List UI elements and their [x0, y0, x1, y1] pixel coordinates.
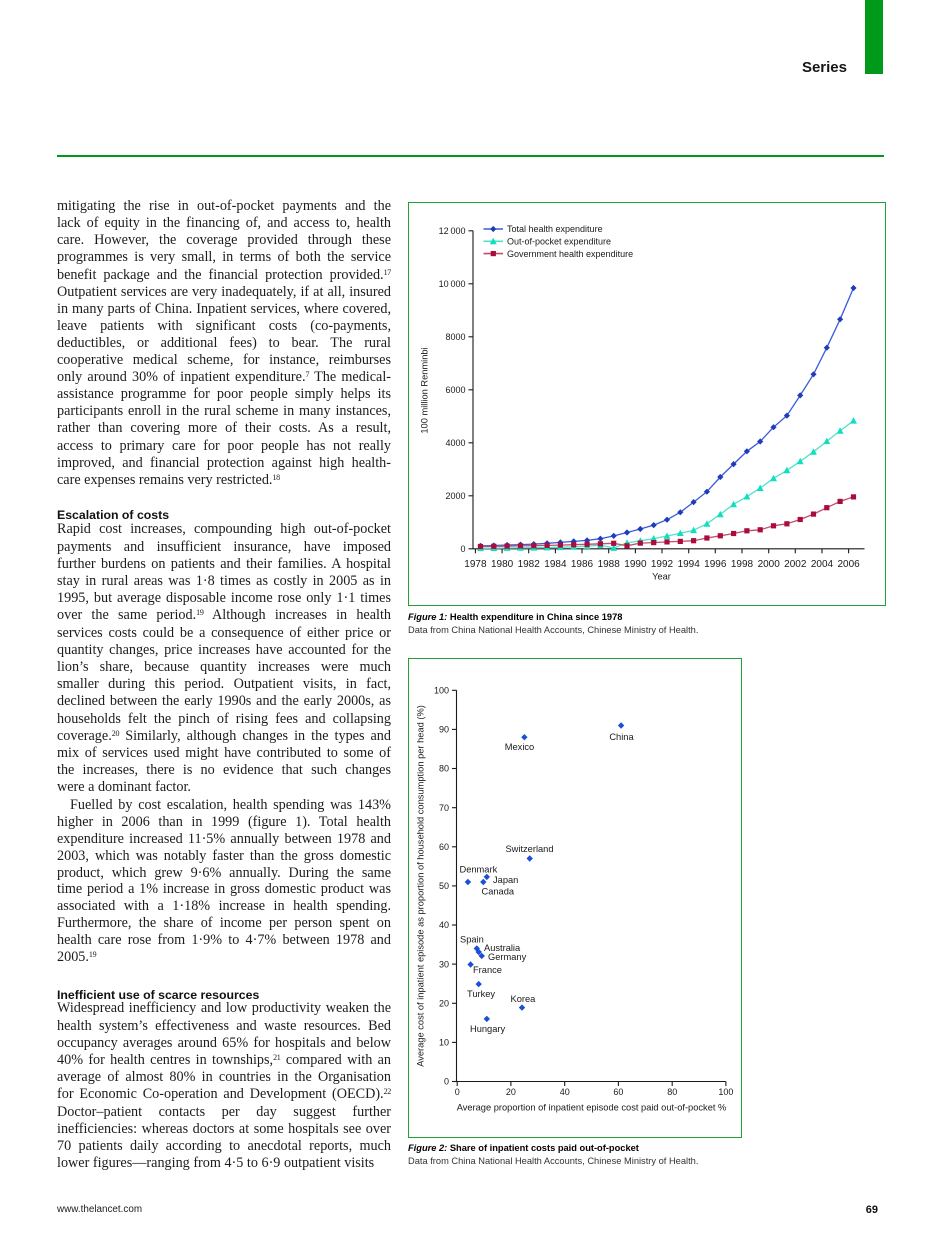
svg-text:4000: 4000 [445, 438, 465, 448]
svg-text:Mexico: Mexico [505, 742, 534, 752]
svg-text:France: France [473, 965, 502, 975]
svg-text:1980: 1980 [491, 559, 514, 570]
svg-text:2000: 2000 [445, 491, 465, 501]
svg-text:China: China [609, 732, 634, 742]
svg-text:2000: 2000 [758, 559, 781, 570]
svg-text:Australia: Australia [484, 943, 521, 953]
svg-text:Canada: Canada [482, 887, 515, 897]
svg-text:0: 0 [455, 1087, 460, 1097]
svg-text:Switzerland: Switzerland [505, 844, 553, 854]
svg-text:100: 100 [718, 1087, 733, 1097]
svg-text:1998: 1998 [731, 559, 754, 570]
svg-text:Korea: Korea [511, 994, 537, 1004]
svg-text:2004: 2004 [811, 559, 834, 570]
svg-text:6000: 6000 [445, 385, 465, 395]
svg-text:1996: 1996 [704, 559, 727, 570]
svg-text:100 million Renminbi: 100 million Renminbi [420, 347, 430, 433]
svg-text:Year: Year [652, 572, 671, 582]
svg-text:40: 40 [560, 1087, 570, 1097]
svg-text:1986: 1986 [571, 559, 594, 570]
svg-text:Hungary: Hungary [470, 1024, 505, 1034]
svg-text:40: 40 [439, 920, 449, 930]
svg-text:1988: 1988 [598, 559, 621, 570]
svg-text:Spain: Spain [460, 935, 484, 945]
svg-text:Average proportion of inpatien: Average proportion of inpatient episode … [457, 1103, 727, 1113]
svg-text:Denmark: Denmark [460, 865, 498, 875]
svg-text:10: 10 [439, 1038, 449, 1048]
svg-text:1992: 1992 [651, 559, 674, 570]
svg-text:1994: 1994 [678, 559, 701, 570]
svg-text:Government health expenditure: Government health expenditure [507, 249, 633, 259]
svg-text:80: 80 [667, 1087, 677, 1097]
svg-text:0: 0 [444, 1077, 449, 1087]
svg-text:100: 100 [434, 686, 449, 696]
svg-text:10 000: 10 000 [439, 279, 466, 289]
svg-text:30: 30 [439, 959, 449, 969]
svg-text:2002: 2002 [784, 559, 807, 570]
svg-text:20: 20 [439, 999, 449, 1009]
svg-text:Japan: Japan [493, 875, 518, 885]
svg-text:20: 20 [506, 1087, 516, 1097]
svg-text:Total health expenditure: Total health expenditure [507, 224, 603, 234]
svg-text:1990: 1990 [624, 559, 647, 570]
svg-text:12 000: 12 000 [439, 226, 466, 236]
svg-text:1982: 1982 [518, 559, 541, 570]
svg-text:2006: 2006 [837, 559, 860, 570]
svg-text:1984: 1984 [544, 559, 567, 570]
svg-text:0: 0 [460, 544, 465, 554]
svg-text:8000: 8000 [445, 332, 465, 342]
svg-text:80: 80 [439, 764, 449, 774]
svg-text:50: 50 [439, 881, 449, 891]
svg-text:Germany: Germany [488, 952, 527, 962]
svg-text:90: 90 [439, 725, 449, 735]
svg-text:70: 70 [439, 803, 449, 813]
svg-text:60: 60 [613, 1087, 623, 1097]
svg-text:60: 60 [439, 842, 449, 852]
svg-text:1978: 1978 [464, 559, 487, 570]
svg-text:Turkey: Turkey [467, 989, 495, 999]
svg-text:Average cost of inpatient epis: Average cost of inpatient episode as pro… [416, 705, 426, 1067]
svg-text:Out-of-pocket expenditure: Out-of-pocket expenditure [507, 237, 611, 247]
